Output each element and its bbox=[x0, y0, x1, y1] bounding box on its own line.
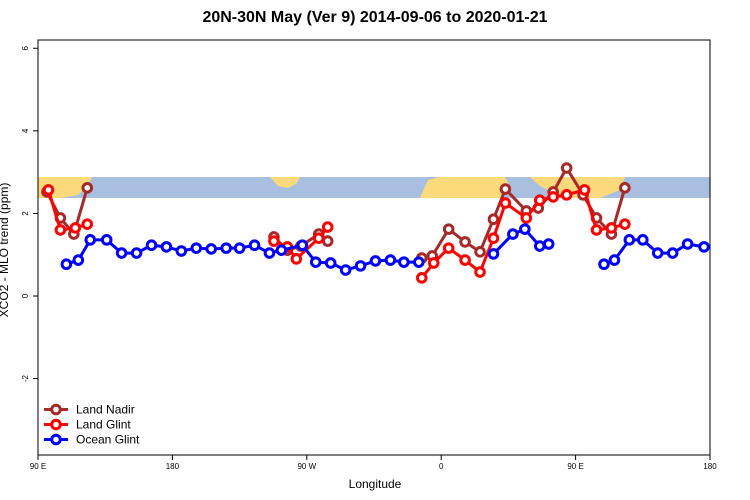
data-point bbox=[321, 235, 334, 247]
legend-marker bbox=[50, 433, 62, 446]
y-axis-label: XCO2 - MLO trend (ppm) bbox=[0, 183, 11, 318]
y-tick-label: 6 bbox=[21, 45, 30, 50]
data-point bbox=[560, 162, 573, 174]
data-point bbox=[309, 256, 322, 268]
data-point bbox=[205, 243, 218, 255]
data-point bbox=[312, 232, 325, 245]
map-strip bbox=[38, 177, 710, 198]
data-point bbox=[459, 254, 471, 266]
data-point bbox=[100, 234, 113, 246]
legend-label: Ocean Glint bbox=[76, 433, 140, 447]
data-point bbox=[324, 257, 337, 269]
y-tick-label: 0 bbox=[21, 293, 30, 298]
data-point bbox=[81, 218, 94, 230]
data-point bbox=[698, 241, 710, 253]
x-tick-label: 90 E bbox=[567, 462, 583, 471]
data-point bbox=[398, 256, 410, 268]
data-point bbox=[623, 234, 636, 246]
data-point bbox=[590, 224, 603, 236]
data-point bbox=[369, 255, 382, 267]
data-point bbox=[608, 254, 621, 266]
x-tick-label: 90 E bbox=[30, 462, 46, 471]
data-point bbox=[637, 234, 649, 246]
legend-label: Land Nadir bbox=[76, 403, 135, 417]
data-point bbox=[507, 228, 519, 240]
data-point bbox=[268, 235, 280, 247]
x-tick-label: 0 bbox=[439, 462, 444, 471]
y-tick-label: 4 bbox=[21, 128, 30, 133]
data-point bbox=[296, 239, 309, 252]
data-point bbox=[605, 222, 618, 234]
legend-label: Land Glint bbox=[76, 418, 131, 432]
data-point bbox=[474, 266, 486, 278]
data-point bbox=[42, 184, 55, 196]
data-point bbox=[487, 248, 500, 260]
x-tick-label: 90 W bbox=[297, 462, 316, 471]
series bbox=[42, 184, 631, 284]
data-point bbox=[415, 272, 428, 284]
map-land bbox=[420, 177, 512, 198]
data-point bbox=[598, 258, 610, 271]
data-point bbox=[290, 253, 303, 265]
data-point bbox=[427, 257, 440, 269]
legend-marker bbox=[50, 403, 62, 416]
data-point bbox=[487, 213, 500, 226]
data-point bbox=[681, 238, 694, 250]
data-point bbox=[533, 240, 546, 252]
data-point bbox=[248, 239, 261, 252]
plot-frame bbox=[37, 39, 711, 456]
data-point bbox=[160, 241, 173, 253]
x-tick-label: 180 bbox=[166, 462, 180, 471]
data-point bbox=[275, 244, 288, 256]
data-point bbox=[130, 247, 143, 259]
y-tick-label: 2 bbox=[21, 211, 30, 216]
data-point bbox=[60, 258, 73, 271]
data-point bbox=[547, 191, 560, 203]
data-point bbox=[560, 189, 573, 201]
data-point bbox=[459, 236, 471, 248]
data-point bbox=[321, 221, 334, 233]
data-point bbox=[190, 242, 203, 254]
data-point bbox=[354, 260, 367, 272]
data-point bbox=[69, 222, 82, 234]
data-point bbox=[442, 242, 455, 254]
data-point bbox=[54, 224, 67, 236]
data-point bbox=[578, 184, 591, 196]
data-point bbox=[263, 247, 276, 259]
data-point bbox=[666, 247, 679, 259]
data-point bbox=[499, 183, 512, 195]
data-point bbox=[84, 234, 97, 246]
data-point bbox=[115, 247, 128, 259]
data-point bbox=[533, 194, 546, 207]
data-point bbox=[220, 242, 232, 254]
data-point bbox=[81, 182, 94, 194]
data-point bbox=[233, 242, 246, 254]
data-point bbox=[519, 223, 531, 235]
map-land bbox=[270, 177, 300, 188]
y-tick-label: -2 bbox=[21, 375, 30, 383]
data-point bbox=[520, 212, 533, 224]
data-point bbox=[651, 247, 664, 259]
data-point bbox=[413, 256, 425, 268]
data-point bbox=[175, 245, 188, 257]
data-point bbox=[384, 254, 397, 266]
legend-marker bbox=[50, 418, 62, 431]
x-axis-label: Longitude bbox=[349, 477, 402, 491]
data-point bbox=[619, 218, 631, 230]
data-point bbox=[72, 254, 85, 266]
series bbox=[60, 223, 710, 276]
data-point bbox=[499, 197, 512, 209]
data-point bbox=[145, 239, 158, 252]
data-point bbox=[339, 264, 352, 276]
data-point bbox=[542, 238, 555, 250]
data-point bbox=[474, 246, 486, 258]
data-point bbox=[487, 232, 500, 245]
x-tick-label: 180 bbox=[703, 462, 717, 471]
chart-title: 20N-30N May (Ver 9) 2014-09-06 to 2020-0… bbox=[202, 9, 547, 26]
data-point bbox=[442, 223, 455, 235]
data-point bbox=[619, 182, 631, 194]
